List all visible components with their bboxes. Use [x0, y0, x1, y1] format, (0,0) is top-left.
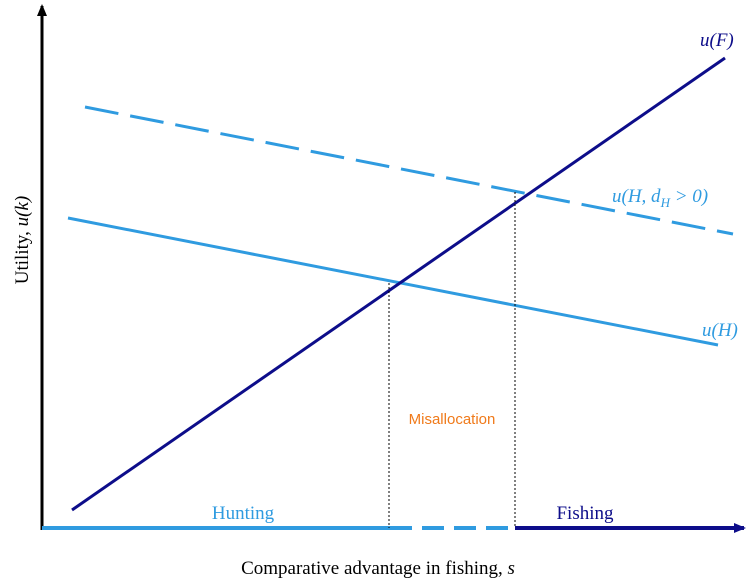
u-h-d-line [84, 105, 734, 236]
label-part: Comparative advantage in fishing, [241, 558, 507, 579]
fishing-label: Fishing [556, 503, 614, 524]
u-h-line [67, 216, 719, 347]
label-part: u(H, d [612, 186, 661, 207]
u-f-line [71, 56, 726, 512]
y-axis-label: Utility, u(k) [12, 196, 33, 284]
x-axis-label: Comparative advantage in fishing, s [241, 558, 515, 579]
label-subscript: H [660, 195, 671, 210]
u-f-label: u(F) [700, 30, 734, 51]
misallocation-label: Misallocation [409, 411, 496, 428]
u-h-d-label: u(H, dH > 0) [612, 186, 708, 210]
label-part: s [508, 558, 515, 579]
label-part: Utility, [12, 226, 33, 284]
label-part: > 0) [670, 186, 708, 207]
hunting-label: Hunting [212, 503, 275, 524]
label-part: u(k) [12, 196, 33, 227]
u-h-label: u(H) [702, 320, 738, 341]
